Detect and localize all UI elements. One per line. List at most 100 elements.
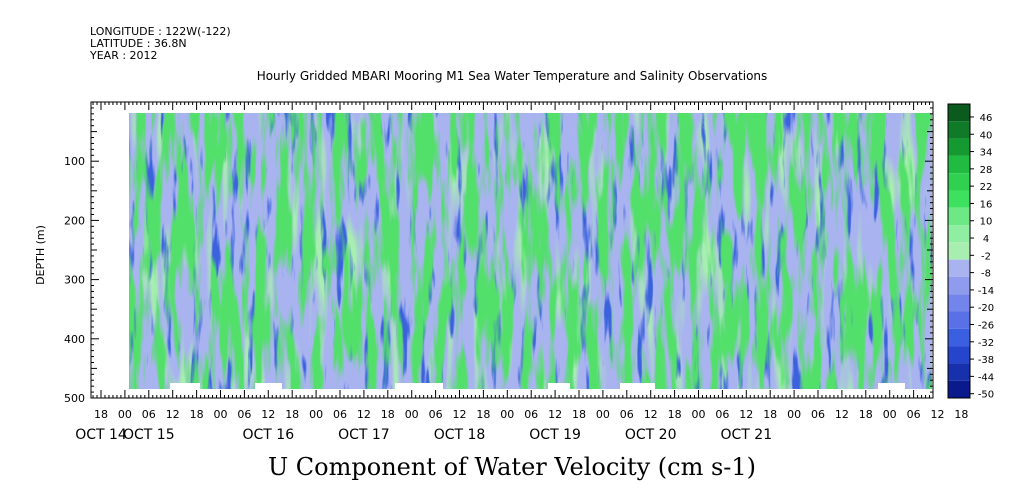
colorbar-label: -32: [978, 338, 994, 349]
x-hour-label: 18: [381, 408, 395, 421]
x-axis: 18 00 06 12 18 00 06 12 18 00 06 12 18 00 06 12 18 00 06 12…: [75, 102, 968, 443]
gap: [620, 383, 655, 389]
x-hour-label: 00: [405, 408, 419, 421]
colorbar-label: -14: [978, 286, 994, 297]
colorbar-label: 16: [980, 199, 993, 210]
x-day-label: OCT 19: [529, 427, 581, 443]
x-hour-label: 00: [692, 408, 706, 421]
colorbar-label: 10: [980, 217, 993, 228]
colorbar-cell: [948, 294, 970, 312]
x-hour-label: 12: [453, 408, 467, 421]
colorbar-label: -44: [978, 372, 994, 383]
x-hour-label: 06: [237, 408, 251, 421]
x-hour-label: 18: [668, 408, 682, 421]
x-hour-label: 06: [715, 408, 729, 421]
x-hour-label: 06: [429, 408, 443, 421]
x-hour-label: 12: [931, 408, 945, 421]
x-day-label: OCT 15: [123, 427, 175, 443]
colorbar-cell: [948, 346, 970, 364]
x-hour-label: 12: [548, 408, 562, 421]
x-hour-label: 12: [835, 408, 849, 421]
colorbar-cell: [948, 173, 970, 191]
colorbar-label: 34: [980, 148, 993, 159]
colorbar-cell: [948, 155, 970, 174]
longitude-label: LONGITUDE : 122W(-122): [90, 25, 231, 38]
colorbar-cell: [948, 190, 970, 208]
gap: [395, 383, 443, 389]
x-hour-label: 18: [954, 408, 968, 421]
colorbar-label: 28: [980, 165, 993, 176]
gap: [255, 383, 282, 389]
y-axis: 100 200 300 400 500: [64, 101, 933, 405]
x-hour-label: 18: [476, 408, 490, 421]
x-day-label: OCT 20: [625, 427, 677, 443]
x-hour-label: 06: [524, 408, 538, 421]
colorbar-cell: [948, 207, 970, 226]
x-hour-label: 00: [787, 408, 801, 421]
x-hour-label: 18: [763, 408, 777, 421]
colorbar-cell: [948, 380, 970, 398]
x-day-label: OCT 14: [75, 427, 127, 443]
colorbar-cell: [948, 328, 970, 347]
x-hour-label: 06: [907, 408, 921, 421]
colorbar-cell: [948, 138, 970, 156]
x-hour-label: 00: [500, 408, 514, 421]
y-axis-label: DEPTH (m): [34, 225, 47, 285]
colorbar-cell: [948, 259, 970, 277]
colorbar-cell: [948, 363, 970, 381]
colorbar-cell: [948, 104, 970, 122]
colorbar-label: -26: [978, 321, 994, 332]
x-day-label: OCT 21: [720, 427, 772, 443]
x-hour-label: 12: [261, 408, 275, 421]
gap: [548, 383, 570, 389]
x-day-label: OCT 16: [242, 427, 294, 443]
x-hour-label: 06: [620, 408, 634, 421]
x-hour-label: 18: [572, 408, 586, 421]
x-axis-label: U Component of Water Velocity (cm s-1): [268, 453, 756, 481]
colorbar-label: -2: [981, 251, 991, 262]
y-tick-label: 200: [64, 214, 85, 227]
colorbar-label: -50: [978, 390, 994, 401]
x-hour-label: 12: [357, 408, 371, 421]
x-hour-label: 00: [596, 408, 610, 421]
y-tick-label: 100: [64, 155, 85, 168]
x-hour-label: 18: [94, 408, 108, 421]
x-hour-label: 00: [309, 408, 323, 421]
x-hour-label: 12: [644, 408, 658, 421]
colorbar-cell: [948, 121, 970, 139]
chart-title: Hourly Gridded MBARI Mooring M1 Sea Wate…: [257, 69, 768, 83]
heatmap-field: [129, 113, 932, 389]
data-gaps: [170, 383, 905, 389]
gap: [878, 383, 905, 389]
colorbar-cell: [948, 276, 970, 295]
x-hour-label: 18: [285, 408, 299, 421]
x-hour-label: 00: [118, 408, 132, 421]
colorbar-label: 40: [980, 130, 993, 141]
colorbar-cell: [948, 242, 970, 260]
x-hour-label: 00: [883, 408, 897, 421]
x-hour-label: 00: [214, 408, 228, 421]
colorbar-label: -38: [978, 355, 994, 366]
y-tick-label: 400: [64, 333, 85, 346]
gap: [170, 383, 200, 389]
colorbar-label: 22: [980, 182, 993, 193]
colorbar: 46 40 34 28 22 16 10 4 -2 -8 -14 -20 -26 -32 -38 -44 -50: [947, 103, 994, 401]
x-hour-label: 18: [859, 408, 873, 421]
x-hour-label: 12: [739, 408, 753, 421]
y-tick-label: 300: [64, 274, 85, 287]
colorbar-cell: [948, 225, 970, 243]
x-hour-label: 06: [811, 408, 825, 421]
colorbar-label: -20: [978, 303, 994, 314]
colorbar-frame: [947, 103, 971, 399]
colorbar-label: -8: [981, 269, 991, 280]
latitude-label: LATITUDE : 36.8N: [90, 37, 187, 50]
colorbar-cell: [948, 311, 970, 329]
x-day-label: OCT 18: [434, 427, 486, 443]
colorbar-label: 46: [980, 113, 993, 124]
x-hour-label: 06: [142, 408, 156, 421]
colorbar-label: 4: [983, 234, 989, 245]
x-day-label: OCT 17: [338, 427, 390, 443]
x-hour-label: 18: [190, 408, 204, 421]
x-hour-label: 12: [166, 408, 180, 421]
